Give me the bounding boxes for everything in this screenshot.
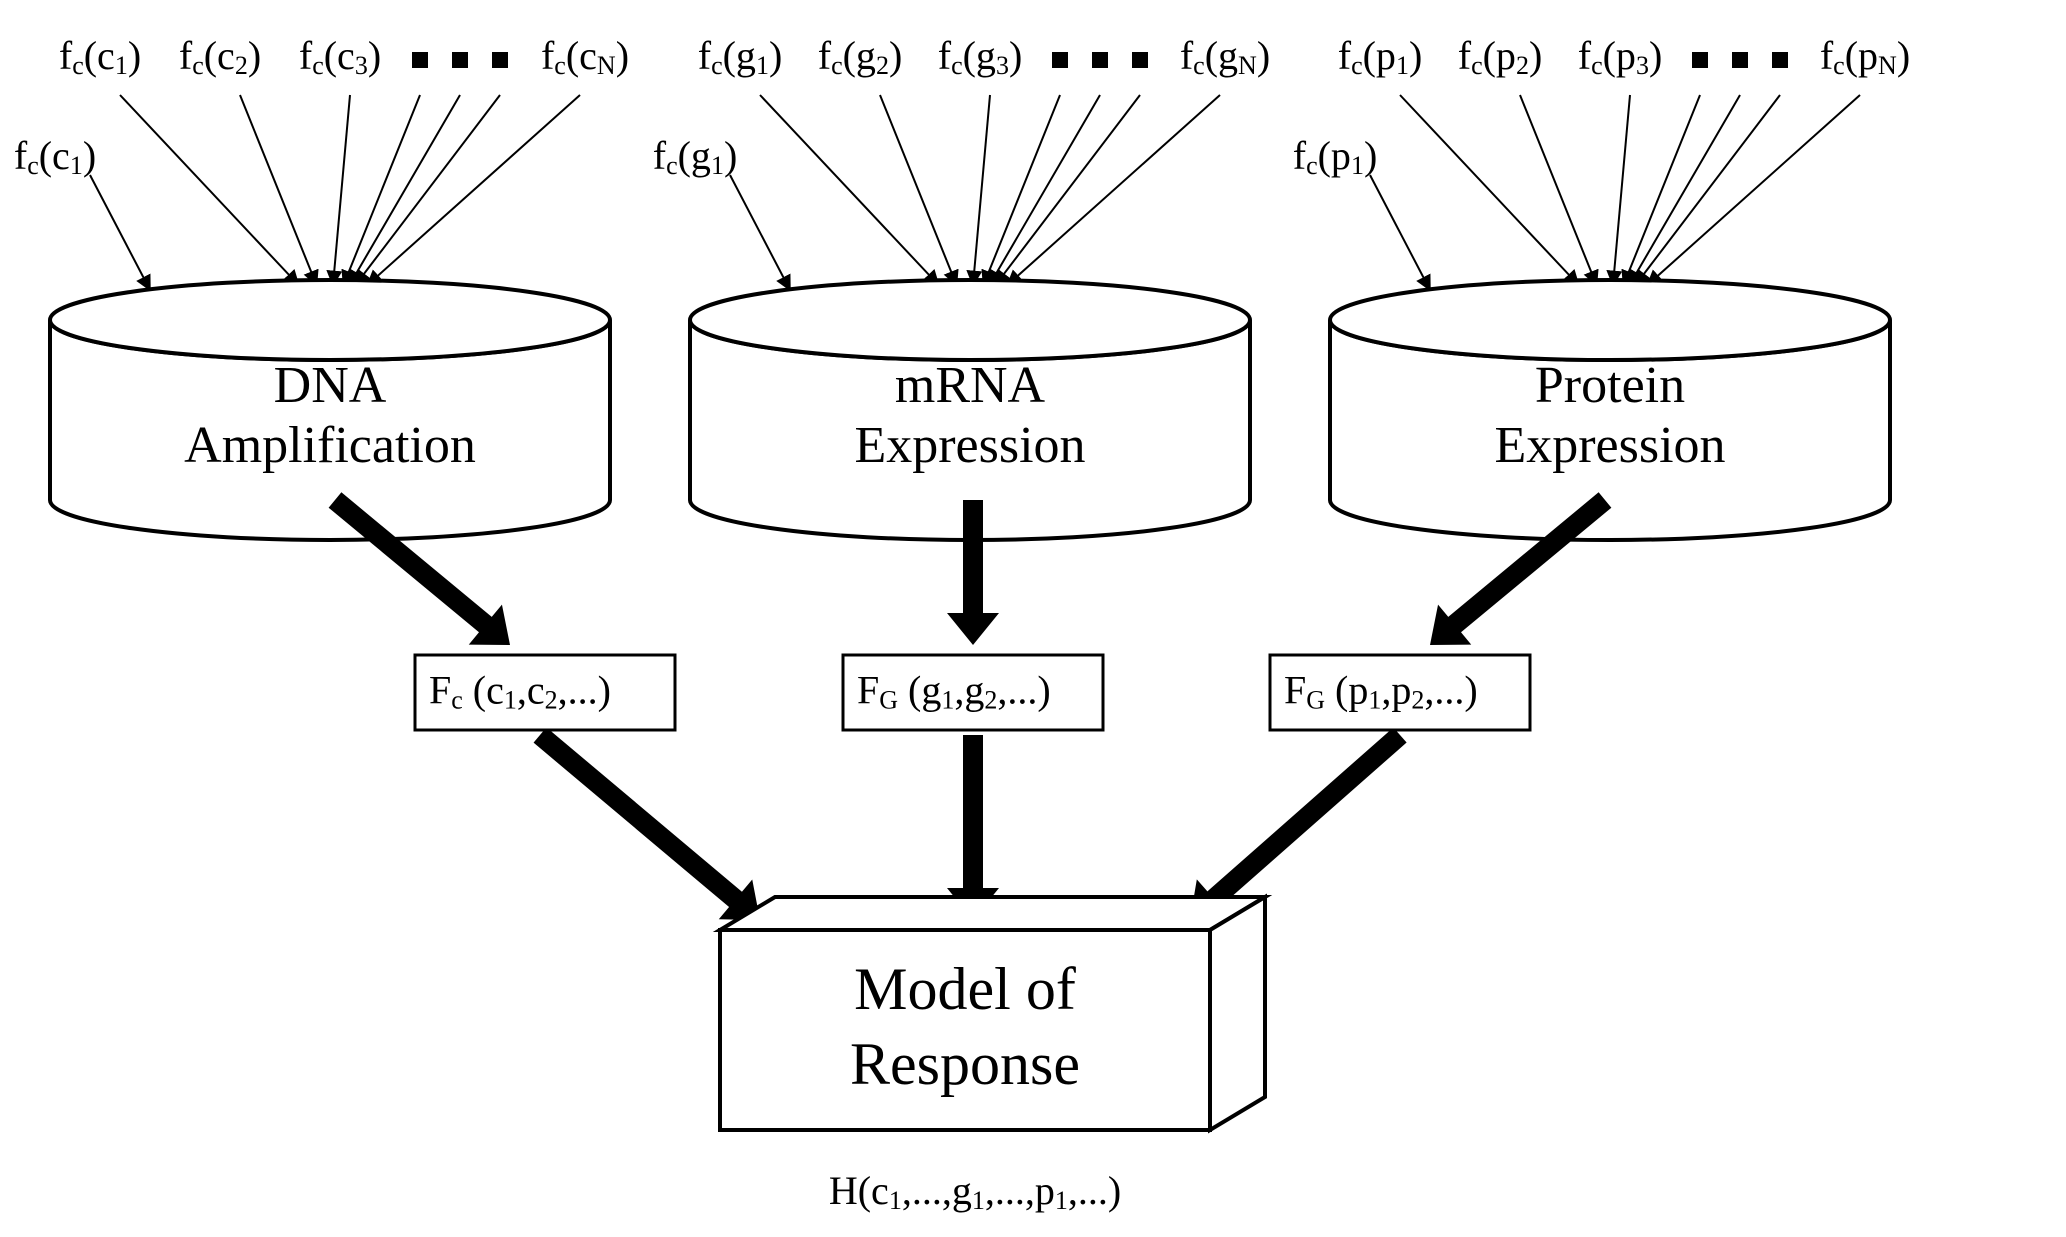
cylinder-label: mRNA: [895, 357, 1046, 414]
svg-text:fc(gN): fc(gN): [1180, 33, 1270, 80]
cylinder-label: Protein: [1535, 357, 1685, 414]
svg-text:fc(c1): fc(c1): [14, 133, 96, 180]
svg-text:fc(c1): fc(c1): [59, 33, 141, 80]
svg-text:fc(cN): fc(cN): [541, 33, 629, 80]
caption: H(c1,...,g1,...,p1,...): [829, 1168, 1121, 1215]
cylinder-label: DNA: [274, 357, 387, 414]
svg-text:fc(c3): fc(c3): [299, 33, 381, 80]
svg-text:fc(g2): fc(g2): [818, 33, 903, 80]
cylinder-label: Amplification: [184, 417, 476, 474]
svg-text:fc(p3): fc(p3): [1578, 33, 1663, 80]
svg-text:fc(g1): fc(g1): [698, 33, 783, 80]
svg-text:fc(p1): fc(p1): [1293, 133, 1378, 180]
cylinder-label: Expression: [854, 417, 1085, 474]
svg-text:fc(p2): fc(p2): [1458, 33, 1543, 80]
svg-text:fc(g3): fc(g3): [938, 33, 1023, 80]
model-label: Response: [850, 1031, 1080, 1097]
svg-text:fc(pN): fc(pN): [1820, 33, 1910, 80]
svg-text:fc(c2): fc(c2): [179, 33, 261, 80]
svg-text:fc(g1): fc(g1): [653, 133, 738, 180]
model-label: Model of: [854, 956, 1076, 1022]
cylinder-label: Expression: [1494, 417, 1725, 474]
svg-text:fc(p1): fc(p1): [1338, 33, 1423, 80]
